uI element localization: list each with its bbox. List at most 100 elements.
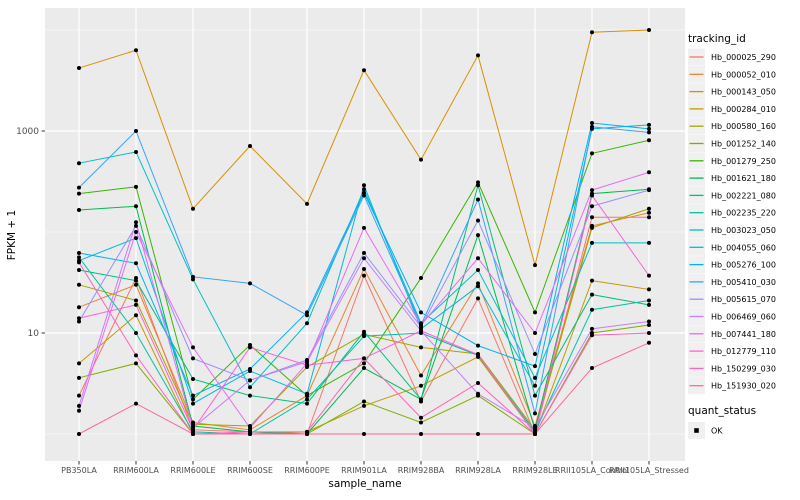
data-point: [419, 383, 423, 388]
data-point: [77, 191, 81, 196]
data-point: [248, 432, 252, 436]
data-point: [647, 215, 651, 220]
data-point: [533, 383, 537, 388]
data-point: [77, 361, 81, 366]
data-point: [647, 319, 651, 324]
quant-status-legend-title: quant_status: [688, 405, 756, 417]
data-point: [647, 170, 651, 175]
legend-title: tracking_id: [688, 33, 746, 45]
legend-item: Hb_002221_080: [688, 186, 776, 204]
legend-label: Hb_000052_010: [711, 70, 776, 79]
data-point: [362, 250, 366, 255]
data-point: [134, 220, 138, 225]
data-point: [362, 399, 366, 404]
data-point: [590, 188, 594, 193]
data-point: [362, 432, 366, 436]
legend-label: Hb_001279_250: [711, 157, 776, 166]
y-tick-label: 10: [28, 329, 40, 339]
data-point: [590, 225, 594, 230]
data-point: [134, 230, 138, 234]
legend-item: Hb_000580_160: [688, 117, 776, 135]
legend-label: Hb_005615_070: [711, 295, 776, 304]
data-point: [305, 363, 309, 368]
plot-panel: 10 1000 PB350LA RRIM600LA RRIM600LE RRIM600SE…: [16, 8, 689, 475]
data-point: [533, 263, 537, 268]
data-point: [77, 375, 81, 380]
data-point: [647, 340, 651, 345]
x-tick-label: RRIM600SE: [227, 466, 273, 475]
data-point: [134, 361, 138, 366]
data-point: [476, 183, 480, 188]
data-point: [77, 316, 81, 321]
x-tick-label: RRIM928LE: [512, 466, 557, 475]
data-point: [77, 250, 81, 255]
data-point: [419, 276, 423, 281]
panel-background: [45, 8, 685, 461]
data-point: [134, 278, 138, 283]
data-point: [191, 393, 195, 398]
data-point: [134, 129, 138, 133]
data-point: [77, 282, 81, 287]
x-tick-label: RRII105LA_Stressed: [609, 466, 689, 475]
data-point: [533, 331, 537, 335]
legend-label: Hb_002221_080: [711, 191, 776, 200]
data-point: [533, 310, 537, 315]
legend-label: Hb_001252_140: [711, 140, 776, 149]
data-point: [248, 367, 252, 372]
data-point: [647, 138, 651, 143]
data-point: [647, 287, 651, 292]
legend-label: Hb_150299_030: [711, 364, 776, 373]
data-point: [77, 305, 81, 310]
data-point: [248, 281, 252, 286]
data-point: [590, 204, 594, 209]
data-point: [362, 329, 366, 334]
x-tick-label: RRIM928BA: [398, 466, 445, 475]
data-point: [362, 193, 366, 198]
legend-label: Hb_005410_030: [711, 278, 776, 287]
data-point: [362, 334, 366, 339]
data-point: [476, 180, 480, 185]
data-point: [419, 415, 423, 420]
x-tick-label: RRIM600PE: [284, 466, 330, 475]
data-point: [362, 403, 366, 408]
data-point: [476, 256, 480, 261]
data-point: [476, 53, 480, 58]
data-point: [134, 331, 138, 335]
data-point: [533, 432, 537, 436]
legend-item: Hb_012779_110: [688, 342, 776, 360]
data-point: [77, 393, 81, 398]
data-point: [647, 126, 651, 131]
data-point: [419, 373, 423, 378]
legend-item: Hb_151930_020: [688, 377, 776, 395]
data-point: [647, 298, 651, 303]
data-point: [419, 432, 423, 436]
data-point: [134, 313, 138, 318]
data-point: [590, 30, 594, 35]
legend-label: Hb_007441_180: [711, 330, 776, 339]
data-point: [248, 378, 252, 383]
data-point: [134, 204, 138, 209]
legend-label: Hb_000580_160: [711, 122, 776, 131]
data-point: [134, 353, 138, 358]
x-tick-label: RRIM901LA: [341, 466, 387, 475]
data-point: [305, 201, 309, 206]
data-point: [362, 356, 366, 361]
data-point: [476, 432, 480, 436]
data-point: [590, 121, 594, 126]
data-point: [362, 267, 366, 272]
data-point: [362, 361, 366, 366]
data-point: [305, 391, 309, 396]
data-point: [476, 391, 480, 396]
data-point: [305, 401, 309, 406]
legend-item: Hb_003023_050: [688, 221, 776, 239]
data-point: [419, 310, 423, 315]
data-point: [362, 187, 366, 192]
data-point: [647, 323, 651, 328]
data-point: [191, 377, 195, 382]
legend-item: Hb_005615_070: [688, 290, 776, 308]
data-point: [77, 408, 81, 413]
legend-item: Hb_006469_060: [688, 308, 776, 325]
data-point: [476, 296, 480, 301]
data-point: [248, 345, 252, 350]
